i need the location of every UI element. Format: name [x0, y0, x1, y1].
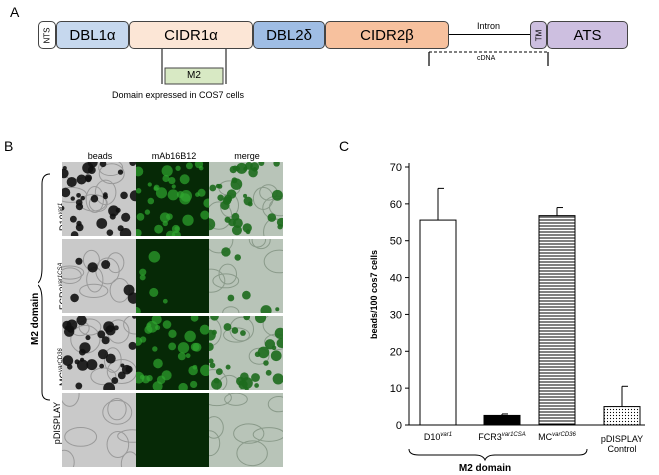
micrograph-beads-row1 — [62, 162, 136, 236]
x-label-4: pDISPLAY — [601, 434, 643, 444]
domain-cidr1a: CIDR1α — [129, 21, 253, 49]
bar-chart: 0 10 20 30 40 50 60 70 D10var1 FCR3var1CSA MCvarCD… — [390, 162, 645, 474]
bar-4 — [603, 406, 641, 426]
bar-3 — [538, 215, 576, 426]
y-tick-label-20: 20 — [390, 346, 402, 358]
group-bracket — [408, 448, 588, 462]
micrograph-mab16b12-row1 — [136, 162, 210, 236]
domain-nts: NTS — [38, 21, 56, 49]
m2-domain-side-label: M2 domain — [30, 292, 41, 345]
micrograph-mab16b12-row3 — [136, 316, 210, 390]
x-label-3: MCvarCD36 — [538, 432, 576, 442]
x-label-1: D10var1 — [424, 432, 452, 442]
y-tick-label-0: 0 — [396, 420, 402, 432]
micrograph-mab16b12-row2 — [136, 239, 210, 313]
y-tick-label-70: 70 — [390, 162, 402, 174]
panel-letter-a: A — [10, 4, 20, 20]
bar-1 — [419, 219, 457, 426]
group-label: M2 domain — [459, 463, 511, 474]
m2-connector — [161, 49, 227, 85]
x-label-4-line2: Control — [607, 444, 636, 454]
micrograph-beads-row4 — [62, 393, 136, 467]
y-tick-label-40: 40 — [390, 273, 402, 285]
domain-dbl1a: DBL1α — [56, 21, 129, 49]
domain-cidr2b: CIDR2β — [325, 21, 449, 49]
intron-line — [449, 34, 530, 35]
cdna-bracket — [428, 51, 549, 66]
m2-caption: Domain expressed in COS7 cells — [112, 90, 245, 100]
x-label-2: FCR3var1CSA — [478, 432, 526, 442]
bar-2 — [483, 414, 521, 426]
micrograph-merge-row1 — [209, 162, 283, 236]
micrograph-merge-row4 — [209, 393, 283, 467]
col-head-mab16b12: mAb16B12 — [151, 151, 197, 161]
m2-label: M2 — [187, 70, 201, 81]
micrograph-beads-row3 — [62, 316, 136, 390]
panel-letter-c: C — [339, 138, 350, 154]
micrograph-mab16b12-row4 — [136, 393, 210, 467]
y-tick-label-60: 60 — [390, 199, 402, 211]
panel-letter-b: B — [4, 138, 14, 154]
intron-label: Intron — [477, 21, 501, 31]
domain-dbl2d: DBL2δ — [253, 21, 325, 49]
domain-tm: TM — [530, 21, 547, 49]
micrograph-merge-row3 — [209, 316, 283, 390]
domain-ats: ATS — [547, 21, 628, 49]
col-head-beads: beads — [87, 151, 113, 161]
cdna-label: cDNA — [477, 55, 496, 62]
micrograph-beads-row2 — [62, 239, 136, 313]
micrograph-merge-row2 — [209, 239, 283, 313]
y-tick-label-10: 10 — [390, 383, 402, 395]
col-head-merge: merge — [234, 151, 260, 161]
y-tick-label-30: 30 — [390, 309, 402, 321]
m2-bracket — [38, 173, 51, 401]
y-tick-label-50: 50 — [390, 236, 402, 248]
